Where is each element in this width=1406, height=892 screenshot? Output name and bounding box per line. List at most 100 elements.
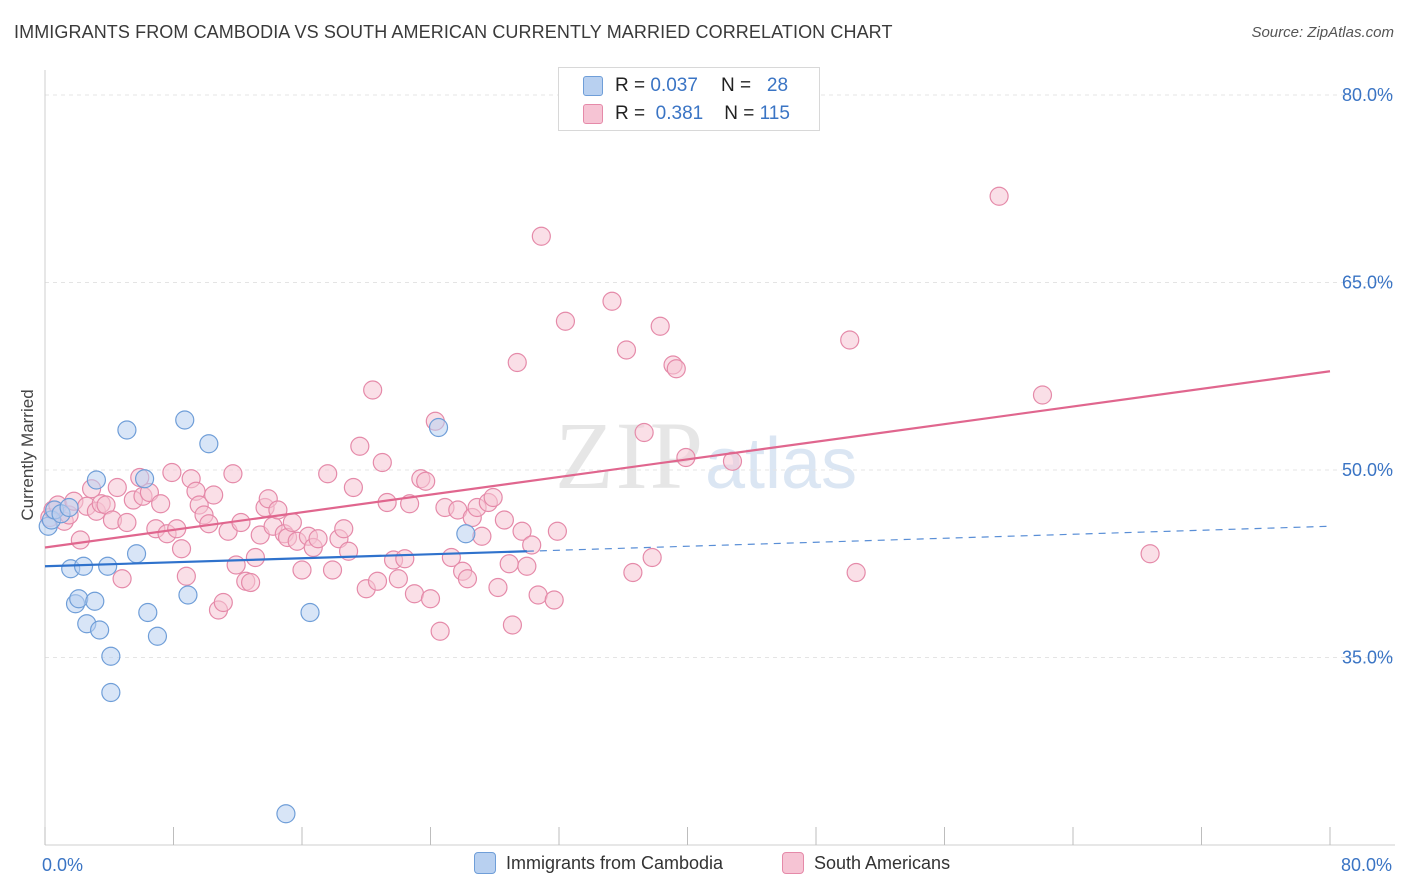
data-point-south-americans bbox=[70, 530, 90, 550]
n-label: N = bbox=[724, 103, 755, 124]
legend-label-south-americans: South Americans bbox=[814, 852, 951, 873]
data-point-south-americans bbox=[213, 592, 233, 613]
data-point-south-americans bbox=[416, 471, 436, 491]
legend-swatch-south-americans bbox=[782, 852, 804, 874]
y-tick-label: 65.0% bbox=[1342, 273, 1393, 293]
data-point-south-americans bbox=[363, 380, 383, 400]
data-point-south-americans bbox=[241, 572, 261, 593]
r-label: R = bbox=[615, 103, 646, 124]
legend-swatch-cambodia bbox=[474, 852, 496, 874]
data-point-south-americans bbox=[395, 549, 415, 569]
data-point-south-americans bbox=[642, 547, 662, 568]
data-point-south-americans bbox=[420, 589, 441, 609]
y-axis-label: Currently Married bbox=[18, 389, 37, 521]
chart-title: IMMIGRANTS FROM CAMBODIA VS SOUTH AMERIC… bbox=[14, 22, 893, 42]
n-label: N = bbox=[720, 75, 752, 96]
data-point-south-americans bbox=[430, 621, 450, 641]
data-point-south-americans bbox=[245, 547, 266, 568]
legend-row-cambodia: R = 0.037 N = 28 bbox=[583, 73, 788, 99]
data-point-cambodia bbox=[147, 626, 168, 646]
data-point-south-americans bbox=[400, 494, 420, 514]
legend-row-south-americans: R = 0.381 N = 115 bbox=[583, 101, 790, 127]
data-point-cambodia bbox=[86, 470, 107, 490]
axes bbox=[44, 70, 1395, 846]
data-point-south-americans bbox=[112, 569, 132, 589]
data-point-cambodia bbox=[178, 585, 198, 605]
data-point-south-americans bbox=[602, 291, 622, 311]
data-point-south-americans bbox=[151, 494, 171, 514]
trend-line-cambodia bbox=[44, 550, 527, 568]
data-point-south-americans bbox=[494, 510, 514, 530]
data-point-south-americans bbox=[544, 590, 564, 610]
data-point-south-americans bbox=[623, 562, 643, 583]
data-point-south-americans bbox=[502, 615, 523, 635]
data-point-south-americans bbox=[531, 226, 551, 246]
data-point-south-americans bbox=[846, 562, 866, 583]
data-point-south-americans bbox=[512, 521, 532, 541]
data-point-south-americans bbox=[517, 556, 537, 576]
data-point-south-americans bbox=[650, 316, 670, 336]
series-cambodia bbox=[38, 410, 476, 824]
series-south-americans bbox=[40, 186, 1160, 641]
n-value: 115 bbox=[759, 103, 790, 124]
data-point-cambodia bbox=[276, 804, 296, 824]
data-point-cambodia bbox=[69, 589, 89, 609]
data-point-cambodia bbox=[101, 646, 121, 666]
data-point-cambodia bbox=[126, 544, 147, 564]
watermark: ZIPatlas bbox=[555, 400, 857, 511]
data-point-south-americans bbox=[282, 512, 302, 533]
data-point-south-americans bbox=[292, 560, 312, 580]
data-point-south-americans bbox=[472, 526, 492, 546]
data-point-cambodia bbox=[59, 497, 79, 518]
data-point-south-americans bbox=[322, 560, 343, 580]
data-point-cambodia bbox=[85, 591, 105, 611]
data-point-south-americans bbox=[547, 521, 567, 541]
data-point-south-americans bbox=[616, 340, 637, 360]
data-point-south-americans bbox=[522, 535, 542, 555]
data-point-south-americans bbox=[117, 512, 137, 533]
data-point-south-americans bbox=[666, 359, 686, 379]
data-point-south-americans bbox=[223, 464, 243, 484]
swatch-south-americans bbox=[583, 104, 603, 124]
data-point-south-americans bbox=[308, 529, 328, 549]
tick-labels: 35.0% 50.0% 65.0% 80.0% 0.0% 80.0% bbox=[42, 85, 1393, 875]
data-point-south-americans bbox=[176, 566, 196, 586]
data-point-south-americans bbox=[555, 311, 576, 331]
legend-item-south-americans: South Americans bbox=[782, 852, 950, 874]
data-point-south-americans bbox=[457, 569, 478, 589]
data-point-south-americans bbox=[989, 186, 1009, 206]
data-point-cambodia bbox=[199, 434, 219, 454]
data-point-south-americans bbox=[367, 571, 388, 591]
y-tick-label: 80.0% bbox=[1342, 85, 1393, 105]
data-point-south-americans bbox=[318, 464, 338, 484]
trend-lines bbox=[44, 370, 1331, 568]
trend-line-cambodia-extension bbox=[526, 525, 1331, 552]
r-value: 0.037 bbox=[650, 75, 698, 96]
data-point-south-americans bbox=[226, 555, 246, 575]
data-point-cambodia bbox=[98, 556, 118, 576]
correlation-legend: R = 0.037 N = 28 R = 0.381 N = 115 bbox=[558, 67, 820, 131]
data-point-cambodia bbox=[300, 602, 320, 623]
data-point-south-americans bbox=[107, 477, 127, 498]
data-point-cambodia bbox=[134, 469, 155, 489]
source-credit: Source: ZipAtlas.com bbox=[1251, 24, 1394, 41]
legend-label-cambodia: Immigrants from Cambodia bbox=[506, 852, 724, 873]
data-point-south-americans bbox=[372, 452, 392, 473]
series-legend: Immigrants from Cambodia South Americans bbox=[0, 852, 1406, 876]
data-point-south-americans bbox=[507, 352, 527, 373]
data-point-south-americans bbox=[488, 577, 508, 598]
data-point-south-americans bbox=[350, 436, 370, 456]
legend-item-cambodia: Immigrants from Cambodia bbox=[474, 852, 723, 874]
n-value: 28 bbox=[766, 75, 789, 96]
y-tick-label: 35.0% bbox=[1342, 648, 1393, 668]
data-point-south-americans bbox=[483, 487, 503, 508]
data-point-cambodia bbox=[101, 682, 121, 703]
data-point-cambodia bbox=[428, 417, 449, 438]
data-point-cambodia bbox=[90, 620, 110, 640]
data-point-south-americans bbox=[204, 485, 224, 505]
data-point-south-americans bbox=[840, 330, 860, 350]
data-point-south-americans bbox=[676, 447, 696, 468]
r-value: 0.381 bbox=[655, 103, 704, 124]
data-point-south-americans bbox=[171, 539, 192, 559]
